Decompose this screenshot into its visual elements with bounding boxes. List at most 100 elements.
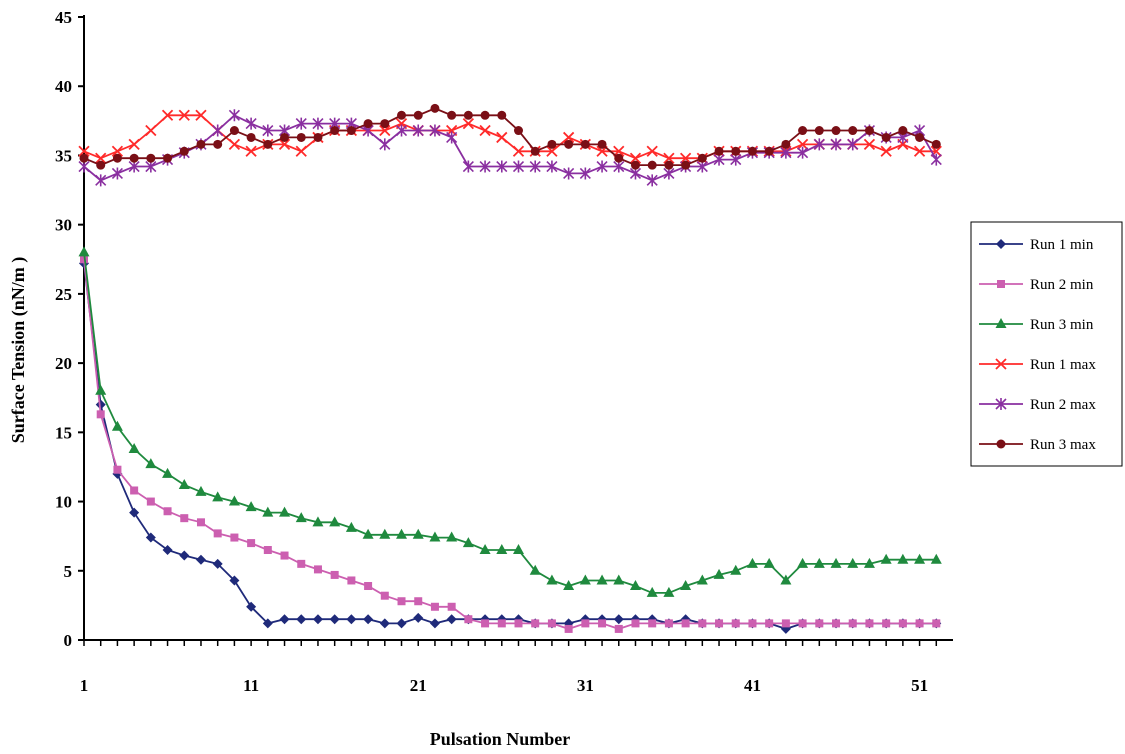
data-point-run-2-max (847, 138, 859, 151)
data-point-run-1-min (179, 550, 190, 561)
legend-item-run-1-max: Run 1 max (979, 357, 1096, 373)
data-point-run-1-max (479, 124, 491, 137)
data-point-run-3-min (379, 528, 391, 539)
data-point-run-3-min (646, 586, 658, 597)
x-axis-title: Pulsation Number (430, 729, 571, 749)
data-point-run-1-min (363, 614, 374, 625)
data-point-run-1-min (145, 532, 156, 543)
data-point-run-3-min (212, 491, 224, 502)
data-point-run-3-min (629, 580, 641, 591)
data-point-run-3-max (346, 126, 356, 136)
data-point-run-3-max (915, 132, 925, 142)
data-point-run-2-min (514, 619, 523, 628)
series-run-3-min (78, 246, 942, 597)
data-point-run-2-max (429, 124, 441, 137)
data-point-run-2-min (765, 619, 774, 628)
data-point-run-3-max (630, 160, 640, 170)
data-point-run-3-max (697, 153, 707, 163)
data-point-run-3-max (614, 153, 624, 163)
series-run-1-max (78, 109, 942, 164)
data-point-run-3-max (280, 132, 290, 142)
data-point-run-3-max (781, 139, 791, 149)
data-point-run-3-min (362, 528, 374, 539)
data-point-run-2-min (113, 465, 122, 474)
data-point-run-3-max (330, 126, 340, 136)
y-tick-label: 35 (55, 146, 72, 165)
data-point-run-2-max (479, 160, 491, 173)
data-point-run-1-min (195, 554, 206, 565)
data-point-run-2-max (446, 131, 458, 144)
data-point-run-3-max (514, 126, 523, 136)
data-point-run-3-min (479, 544, 491, 555)
data-point-run-1-min (429, 618, 440, 629)
data-point-run-3-min (730, 564, 742, 575)
data-point-run-2-min (882, 619, 891, 628)
data-point-run-1-max (629, 152, 642, 164)
data-point-run-2-max (462, 160, 474, 173)
data-point-run-3-min (228, 495, 240, 506)
data-point-run-2-max (512, 160, 525, 173)
data-point-run-2-min (397, 597, 406, 606)
data-point-run-3-min (345, 521, 357, 532)
data-point-run-3-max (647, 160, 657, 170)
data-point-run-3-min (847, 557, 859, 568)
legend-label: Run 1 min (1030, 237, 1094, 253)
legend-label: Run 2 min (1030, 277, 1094, 293)
series-run-1-min (79, 258, 942, 634)
data-point-run-3-max (179, 146, 189, 156)
data-point-run-3-min (312, 516, 324, 527)
x-tick-label: 41 (744, 676, 761, 695)
data-point-run-2-max (646, 174, 658, 187)
legend-item-run-2-min: Run 2 min (979, 277, 1094, 293)
data-point-run-3-min (529, 564, 541, 575)
data-point-run-2-min (598, 619, 607, 628)
data-point-run-3-max (397, 110, 407, 120)
data-point-run-2-min (832, 619, 841, 628)
series-layer (78, 103, 942, 634)
y-tick-label: 10 (55, 493, 72, 512)
legend-swatch-marker (995, 398, 1007, 410)
data-point-run-3-min (613, 574, 625, 585)
data-point-run-2-min (698, 619, 707, 628)
x-tick-label: 11 (243, 676, 259, 695)
data-point-run-3-min (897, 553, 909, 564)
data-point-run-3-max (196, 139, 206, 149)
data-point-run-2-max (529, 160, 541, 173)
data-point-run-1-min (246, 601, 257, 612)
data-point-run-2-min (313, 565, 322, 574)
data-point-run-2-min (581, 619, 590, 628)
data-point-run-3-max (246, 132, 256, 142)
y-tick-label: 25 (55, 285, 72, 304)
data-point-run-2-min (547, 619, 556, 628)
series-line-run-2-min (83, 259, 937, 630)
data-point-run-3-max (296, 132, 306, 142)
data-point-run-1-max (679, 152, 692, 164)
data-point-run-3-max (931, 139, 941, 149)
data-point-run-2-min (564, 624, 573, 633)
data-point-run-3-max (814, 126, 824, 136)
data-point-run-1-max (245, 145, 257, 157)
data-point-run-3-min (111, 420, 123, 431)
data-point-run-1-min (329, 614, 340, 625)
data-point-run-3-min (496, 544, 508, 555)
data-point-run-3-max (764, 146, 774, 156)
data-point-run-2-max (563, 167, 575, 180)
data-point-run-3-max (547, 139, 557, 149)
data-point-run-2-max (813, 138, 825, 151)
data-point-run-3-max (163, 153, 173, 163)
data-point-run-1-min (95, 399, 106, 410)
data-point-run-1-max (128, 138, 140, 151)
data-point-run-3-min (462, 537, 474, 548)
data-point-run-3-min (746, 557, 758, 568)
y-tick-label: 30 (55, 216, 72, 235)
data-point-run-2-min (664, 619, 673, 628)
data-point-run-2-min (180, 514, 189, 523)
series-line-run-1-min (83, 263, 937, 630)
data-point-run-2-max (830, 138, 842, 151)
data-point-run-1-min (312, 614, 323, 625)
data-point-run-2-min (614, 624, 623, 633)
data-point-run-3-max (363, 119, 373, 129)
legend-swatch-marker (997, 280, 1005, 288)
data-point-run-2-max (111, 167, 123, 180)
